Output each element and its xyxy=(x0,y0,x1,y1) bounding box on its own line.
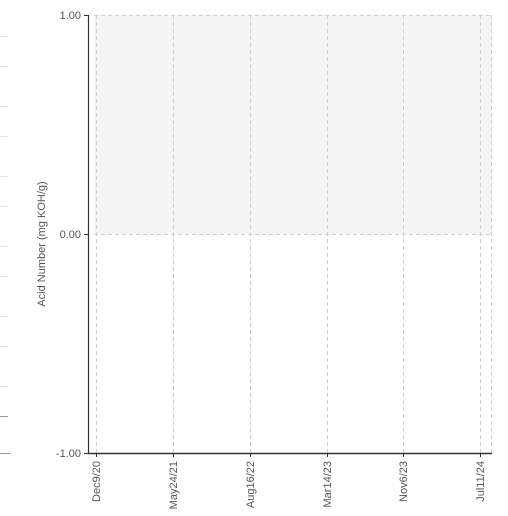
x-tick-label: Aug16/22 xyxy=(245,461,257,508)
left-panel-line xyxy=(0,346,8,347)
y-tick-label: -1.00 xyxy=(56,448,81,460)
left-panel-line xyxy=(0,276,8,277)
axes xyxy=(0,15,492,457)
y-tick-label: 0.00 xyxy=(60,229,81,241)
left-panel-line xyxy=(0,316,8,317)
y-axis-label: Acid Number (mg KOH/g) xyxy=(36,181,48,306)
left-panel-line xyxy=(0,386,8,387)
left-panel-line xyxy=(0,206,8,207)
left-panel-edge xyxy=(0,0,10,516)
x-tick-label: Nov6/23 xyxy=(398,461,410,502)
y-tick-labels: 1.00 0.00 -1.00 xyxy=(56,10,81,460)
grid-lines xyxy=(94,15,492,454)
x-tick-label: Dec9/20 xyxy=(91,461,103,502)
x-tick-labels: Dec9/20 May24/21 Aug16/22 Mar14/23 Nov6/23 Ju… xyxy=(91,461,487,509)
x-tick-label: Jul11/24 xyxy=(475,461,487,502)
shaded-band xyxy=(94,15,492,234)
y-tick-label: 1.00 xyxy=(60,10,81,22)
left-panel-line xyxy=(0,246,8,247)
left-panel-line xyxy=(0,106,8,107)
left-panel-line xyxy=(0,136,8,137)
left-panel-line xyxy=(0,36,8,37)
x-tick-label: Mar14/23 xyxy=(322,461,334,507)
left-panel-line xyxy=(0,416,8,417)
left-panel-line xyxy=(0,176,8,177)
left-panel-line xyxy=(0,66,8,67)
x-tick-label: May24/21 xyxy=(168,461,180,509)
